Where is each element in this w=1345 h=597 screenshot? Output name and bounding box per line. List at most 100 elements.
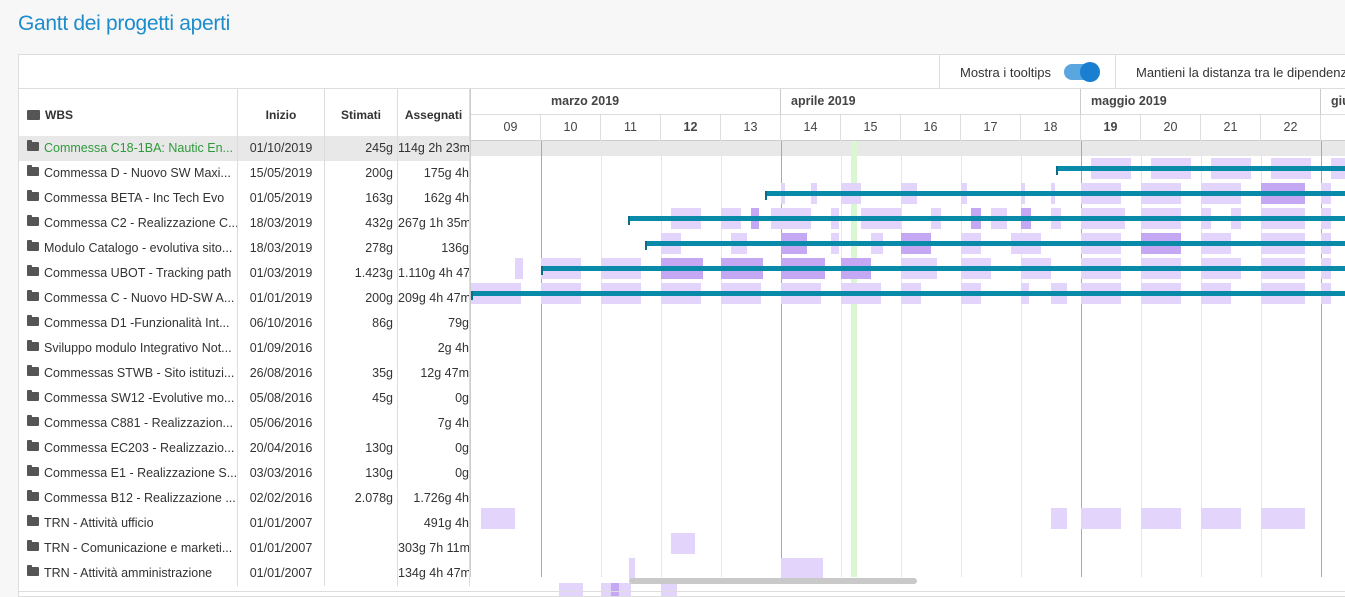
table-row[interactable]: Commessa EC203 - Realizzazio... 20/04/201…	[19, 436, 470, 461]
table-row[interactable]: Commessa C18-1BA: Nautic En... 01/10/2019…	[19, 136, 470, 161]
timeline-week: 16	[901, 115, 961, 141]
cell-wbs[interactable]: Commessas STWB - Sito istituzi...	[19, 361, 238, 386]
table-row[interactable]: Commessa C - Nuovo HD-SW A... 01/01/2019 2…	[19, 286, 470, 311]
tooltips-toggle[interactable]	[1064, 62, 1100, 82]
gantt-bar[interactable]	[541, 266, 1345, 275]
cell-wbs[interactable]: Commessa D - Nuovo SW Maxi...	[19, 161, 238, 186]
cell-inizio: 06/10/2016	[238, 311, 325, 336]
project-name: Commessa D1 -Funzionalità Int...	[44, 316, 230, 330]
cell-wbs[interactable]: Sviluppo modulo Integrativo Not...	[19, 336, 238, 361]
cell-wbs[interactable]: Commessa C18-1BA: Nautic En...	[19, 136, 238, 161]
gantt-bar[interactable]	[628, 216, 1345, 225]
gantt-bar[interactable]	[1056, 166, 1345, 175]
cell-assegnati: 1.110g 4h 47m	[398, 261, 470, 286]
project-name: Commessa C2 - Realizzazione C...	[44, 216, 238, 230]
cell-wbs[interactable]: Commessa SW12 -Evolutive mo...	[19, 386, 238, 411]
cell-assegnati: 114g 2h 23m	[398, 136, 470, 161]
cell-wbs[interactable]: TRN - Attività ufficio	[19, 511, 238, 536]
gantt-bar[interactable]	[471, 291, 1345, 300]
folder-icon	[27, 390, 39, 401]
cell-inizio: 18/03/2019	[238, 236, 325, 261]
cell-wbs[interactable]: Commessa C881 - Realizzazion...	[19, 411, 238, 436]
folder-icon	[27, 315, 39, 326]
activity-block	[1201, 508, 1241, 529]
column-header-assegnati[interactable]: Assegnati	[398, 89, 470, 141]
activity-block	[611, 583, 619, 596]
toolbar: Mostra i tooltips Mantieni la distanza t…	[19, 55, 1345, 89]
table-row[interactable]: Commessa SW12 -Evolutive mo... 05/08/2016…	[19, 386, 470, 411]
cell-inizio: 01/01/2007	[238, 536, 325, 561]
timeline-week: 15	[841, 115, 901, 141]
cell-wbs[interactable]: Commessa C2 - Realizzazione C...	[19, 211, 238, 236]
cell-wbs[interactable]: TRN - Comunicazione e marketi...	[19, 536, 238, 561]
grid-header: WBS Inizio Stimati Assegnati	[19, 89, 470, 141]
table-row[interactable]: Commessa UBOT - Tracking path 01/03/2019 1…	[19, 261, 470, 286]
cell-assegnati: 209g 4h 47m	[398, 286, 470, 311]
cell-wbs[interactable]: Commessa B12 - Realizzazione ...	[19, 486, 238, 511]
cell-inizio: 01/01/2019	[238, 286, 325, 311]
column-header-wbs[interactable]: WBS	[19, 89, 238, 141]
timeline-gridline	[721, 141, 722, 577]
table-row[interactable]: Commessa E1 - Realizzazione S... 03/03/20…	[19, 461, 470, 486]
gantt-panel: Mostra i tooltips Mantieni la distanza t…	[18, 54, 1345, 597]
cell-assegnati: 0g	[398, 386, 470, 411]
folder-icon	[27, 165, 39, 176]
table-row[interactable]: Commessa BETA - Inc Tech Evo 01/05/2019 16…	[19, 186, 470, 211]
bottom-border	[19, 591, 1345, 592]
activity-block	[515, 258, 523, 279]
cell-stimati	[325, 336, 398, 361]
table-row[interactable]: Commessa C2 - Realizzazione C... 18/03/20…	[19, 211, 470, 236]
timeline-gridline	[1081, 141, 1082, 577]
table-row[interactable]: Commessa D - Nuovo SW Maxi... 15/05/2019 2…	[19, 161, 470, 186]
timeline-week: 11	[601, 115, 661, 141]
activity-block	[629, 558, 635, 579]
cell-wbs[interactable]: Commessa D1 -Funzionalità Int...	[19, 311, 238, 336]
timeline-gridline	[541, 141, 542, 577]
table-row[interactable]: TRN - Attività amministrazione 01/01/2007…	[19, 561, 470, 586]
cell-assegnati: 303g 7h 11m	[398, 536, 470, 561]
cell-wbs[interactable]: Modulo Catalogo - evolutiva sito...	[19, 236, 238, 261]
timeline-week: 19	[1081, 115, 1141, 141]
table-row[interactable]: Commessa B12 - Realizzazione ... 02/02/20…	[19, 486, 470, 511]
cell-assegnati: 162g 4h	[398, 186, 470, 211]
project-name: Commessa EC203 - Realizzazio...	[44, 441, 235, 455]
cell-wbs[interactable]: Commessa E1 - Realizzazione S...	[19, 461, 238, 486]
table-row[interactable]: Sviluppo modulo Integrativo Not... 01/09/…	[19, 336, 470, 361]
project-name: Commessa C - Nuovo HD-SW A...	[44, 291, 235, 305]
timeline-gridline	[1201, 141, 1202, 577]
cell-wbs[interactable]: TRN - Attività amministrazione	[19, 561, 238, 586]
table-row[interactable]: TRN - Attività ufficio 01/01/2007 491g 4h	[19, 511, 470, 536]
timeline-week: 13	[721, 115, 781, 141]
cell-stimati: 130g	[325, 436, 398, 461]
today-marker	[851, 141, 857, 577]
gantt-bar[interactable]	[645, 241, 1345, 250]
tooltips-toggle-label: Mostra i tooltips	[960, 65, 1052, 80]
cell-stimati	[325, 511, 398, 536]
cell-inizio: 02/02/2016	[238, 486, 325, 511]
table-row[interactable]: Commessa D1 -Funzionalità Int... 06/10/20…	[19, 311, 470, 336]
horizontal-scrollbar[interactable]	[629, 578, 917, 584]
gantt-bar[interactable]	[765, 191, 1345, 200]
table-row[interactable]: Commessa C881 - Realizzazion... 05/06/201…	[19, 411, 470, 436]
cell-wbs[interactable]: Commessa UBOT - Tracking path	[19, 261, 238, 286]
project-name: Commessa E1 - Realizzazione S...	[44, 466, 238, 480]
table-row[interactable]: Commessas STWB - Sito istituzi... 26/08/2…	[19, 361, 470, 386]
cell-wbs[interactable]: Commessa C - Nuovo HD-SW A...	[19, 286, 238, 311]
timeline-month: maggio 2019	[1081, 89, 1321, 115]
column-header-inizio[interactable]: Inizio	[238, 89, 325, 141]
table-row[interactable]: Modulo Catalogo - evolutiva sito... 18/03…	[19, 236, 470, 261]
column-header-wbs-label: WBS	[45, 108, 73, 122]
column-header-stimati[interactable]: Stimati	[325, 89, 398, 141]
timeline-week: 22	[1261, 115, 1321, 141]
activity-block	[781, 558, 823, 579]
cell-stimati: 130g	[325, 461, 398, 486]
keep-distance-label[interactable]: Mantieni la distanza tra le dipendenze	[1136, 65, 1345, 80]
cell-assegnati: 491g 4h	[398, 511, 470, 536]
cell-inizio: 03/03/2016	[238, 461, 325, 486]
table-row[interactable]: TRN - Comunicazione e marketi... 01/01/20…	[19, 536, 470, 561]
cell-wbs[interactable]: Commessa BETA - Inc Tech Evo	[19, 186, 238, 211]
folder-icon	[27, 340, 39, 351]
project-name: Commessa C881 - Realizzazion...	[44, 416, 233, 430]
cell-wbs[interactable]: Commessa EC203 - Realizzazio...	[19, 436, 238, 461]
